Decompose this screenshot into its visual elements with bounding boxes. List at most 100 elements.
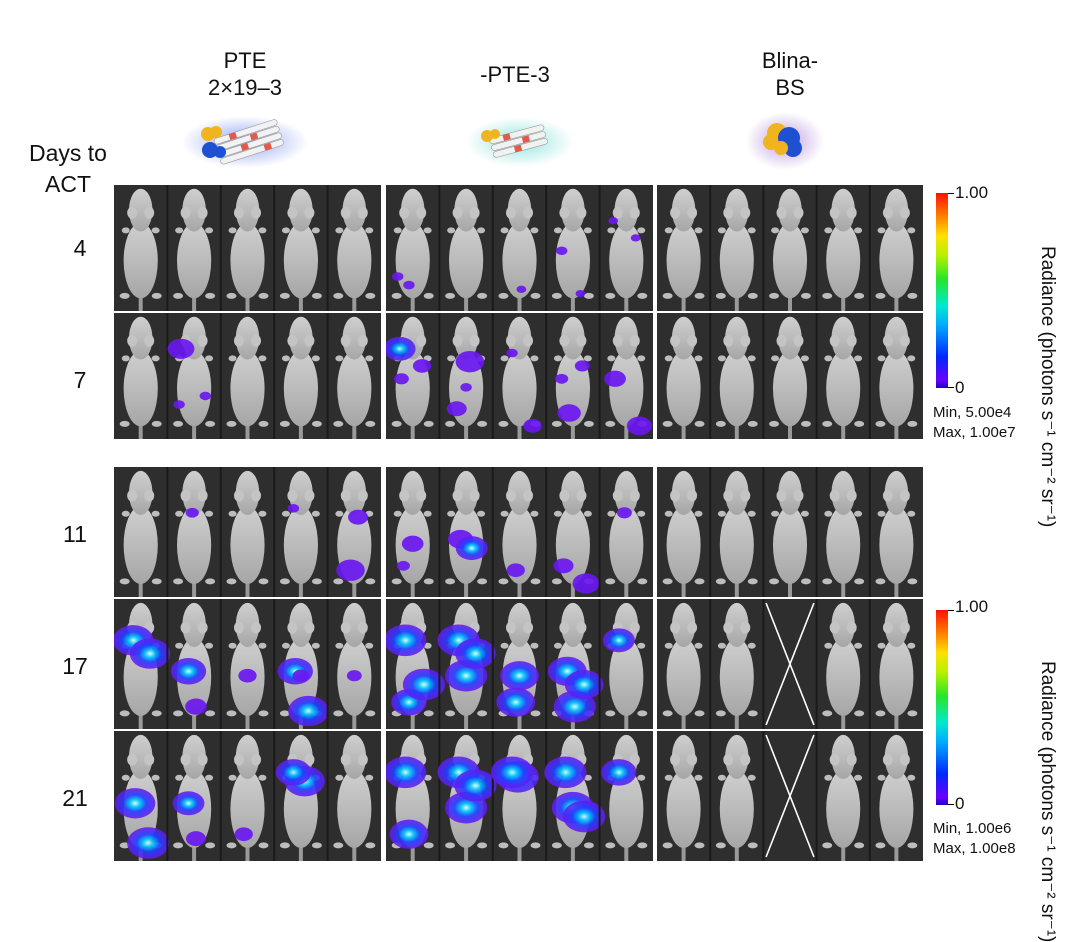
imaging-panel-day11-pte-2x19-3 [114, 467, 381, 597]
imaging-panel-day4-pte-2x19-3 [114, 185, 381, 311]
mouse-panel-svg [386, 731, 653, 861]
mouse-panel-svg [657, 731, 923, 861]
signal-blob [455, 638, 496, 669]
day-label-4: 4 [73, 235, 87, 261]
imaging-panel-day7-pte-3 [386, 313, 653, 439]
group-title-blina-bs: Blina- BS [720, 47, 860, 101]
mouse-panel-svg [657, 467, 923, 597]
colorbar-top-tick-min [948, 387, 954, 388]
colorbar-bottom-title: Radiance (photons s⁻¹ cm⁻² sr⁻¹) [1037, 661, 1058, 942]
signal-blob [506, 348, 518, 358]
signal-blob [446, 401, 467, 417]
signal-blob [348, 509, 369, 525]
colorbar-top-max-label: 1.00 [955, 183, 989, 202]
colorbar-top-title: Radiance (photons s⁻¹ cm⁻² sr⁻¹) [1037, 246, 1058, 528]
signal-blob [170, 658, 207, 685]
imaging-panel-day17-pte-3 [386, 599, 653, 729]
imaging-panel-day7-blina-bs [657, 313, 923, 439]
signal-blob [185, 698, 207, 715]
signal-blob [185, 831, 206, 847]
radiance-colorbar-top [936, 193, 948, 388]
group-title-line1: -PTE-3 [480, 62, 550, 87]
mouse-panel-svg [386, 599, 653, 729]
signal-blob [604, 370, 626, 387]
signal-blob [386, 624, 427, 657]
imaging-panel-day4-blina-bs [657, 185, 923, 311]
group-title-line2: 2×19–3 [207, 75, 283, 100]
signal-blob [564, 670, 604, 700]
colorbar-top-min-label: 0 [955, 378, 965, 397]
signal-blob [626, 416, 652, 436]
imaging-panel-day21-pte-2x19-3 [114, 731, 381, 861]
signal-blob [401, 535, 424, 552]
signal-blob [412, 359, 432, 373]
signal-blob [336, 559, 365, 581]
signal-blob [403, 280, 415, 290]
signal-blob [455, 536, 488, 561]
colorbar-bottom-min-label: 0 [955, 794, 965, 813]
radiance-colorbar-bottom [936, 610, 948, 805]
signal-blob [287, 504, 300, 513]
imaging-panel-day7-pte-2x19-3 [114, 313, 381, 439]
blina-bs-molecule-icon [746, 112, 824, 170]
group-title-pte-2x19-3: PTE 2×19–3 [175, 47, 315, 101]
imaging-panel-day17-pte-2x19-3 [114, 599, 381, 729]
signal-blob [455, 350, 485, 373]
signal-blob [555, 373, 569, 384]
signal-blob [172, 791, 205, 816]
mouse-panel-svg [657, 185, 923, 311]
mouse-panel-svg [114, 599, 381, 729]
mouse-panel-svg [657, 313, 923, 439]
colorbar-bottom-tick-max [948, 610, 954, 611]
pte-3-molecule-icon [466, 117, 574, 167]
signal-blob [496, 687, 536, 717]
signal-blob [490, 756, 534, 789]
signal-blob [386, 756, 427, 789]
mouse-panel-svg [657, 599, 923, 729]
group-title-line2: BS [775, 75, 805, 100]
signal-blob [575, 289, 586, 298]
signal-blob [173, 400, 185, 409]
imaging-panel-day11-pte-3 [386, 467, 653, 597]
signal-blob [602, 628, 635, 653]
imaging-panel-day11-blina-bs [657, 467, 923, 597]
imaging-panel-day21-blina-bs [657, 731, 923, 861]
signal-blob [617, 507, 632, 519]
colorbar-top-min-note: Min, 5.00e4 [933, 404, 1012, 421]
day-label-21: 21 [62, 785, 88, 811]
signal-blob [516, 285, 527, 293]
imaging-panel-day17-blina-bs [657, 599, 923, 729]
colorbar-bottom-max-label: 1.00 [955, 597, 989, 616]
signal-blob [460, 383, 472, 392]
colorbar-bottom-max-note: Max, 1.00e8 [933, 840, 1016, 857]
signal-blob [114, 788, 156, 819]
mouse-panel-svg [114, 185, 381, 311]
day-label-17: 17 [62, 653, 88, 679]
signal-blob [346, 670, 362, 682]
days-header-line2: ACT [45, 171, 91, 197]
signal-blob [234, 827, 253, 842]
signal-blob [386, 336, 416, 361]
signal-blob [394, 373, 409, 385]
imaging-panel-day21-pte-3 [386, 731, 653, 861]
group-title-line1: Blina- [761, 48, 819, 73]
day-label-11: 11 [63, 521, 87, 547]
group-title-line1: PTE [223, 48, 267, 73]
signal-blob [523, 419, 542, 433]
signal-blob [389, 819, 429, 849]
signal-blob [557, 404, 581, 422]
mouse-panel-svg [386, 185, 653, 311]
mouse-panel-svg [386, 313, 653, 439]
signal-blob [392, 272, 404, 281]
signal-blob [500, 661, 539, 691]
signal-blob [454, 769, 497, 802]
colorbar-top-max-note: Max, 1.00e7 [933, 424, 1016, 441]
signal-blob [553, 558, 574, 574]
days-to-act-header: Days to ACT [18, 138, 118, 200]
signal-blob [601, 759, 637, 786]
days-header-line1: Days to [29, 140, 107, 166]
signal-blob [275, 759, 312, 786]
imaging-panel-day4-pte-3 [386, 185, 653, 311]
mouse-panel-svg [114, 313, 381, 439]
day-label-7: 7 [73, 367, 87, 393]
